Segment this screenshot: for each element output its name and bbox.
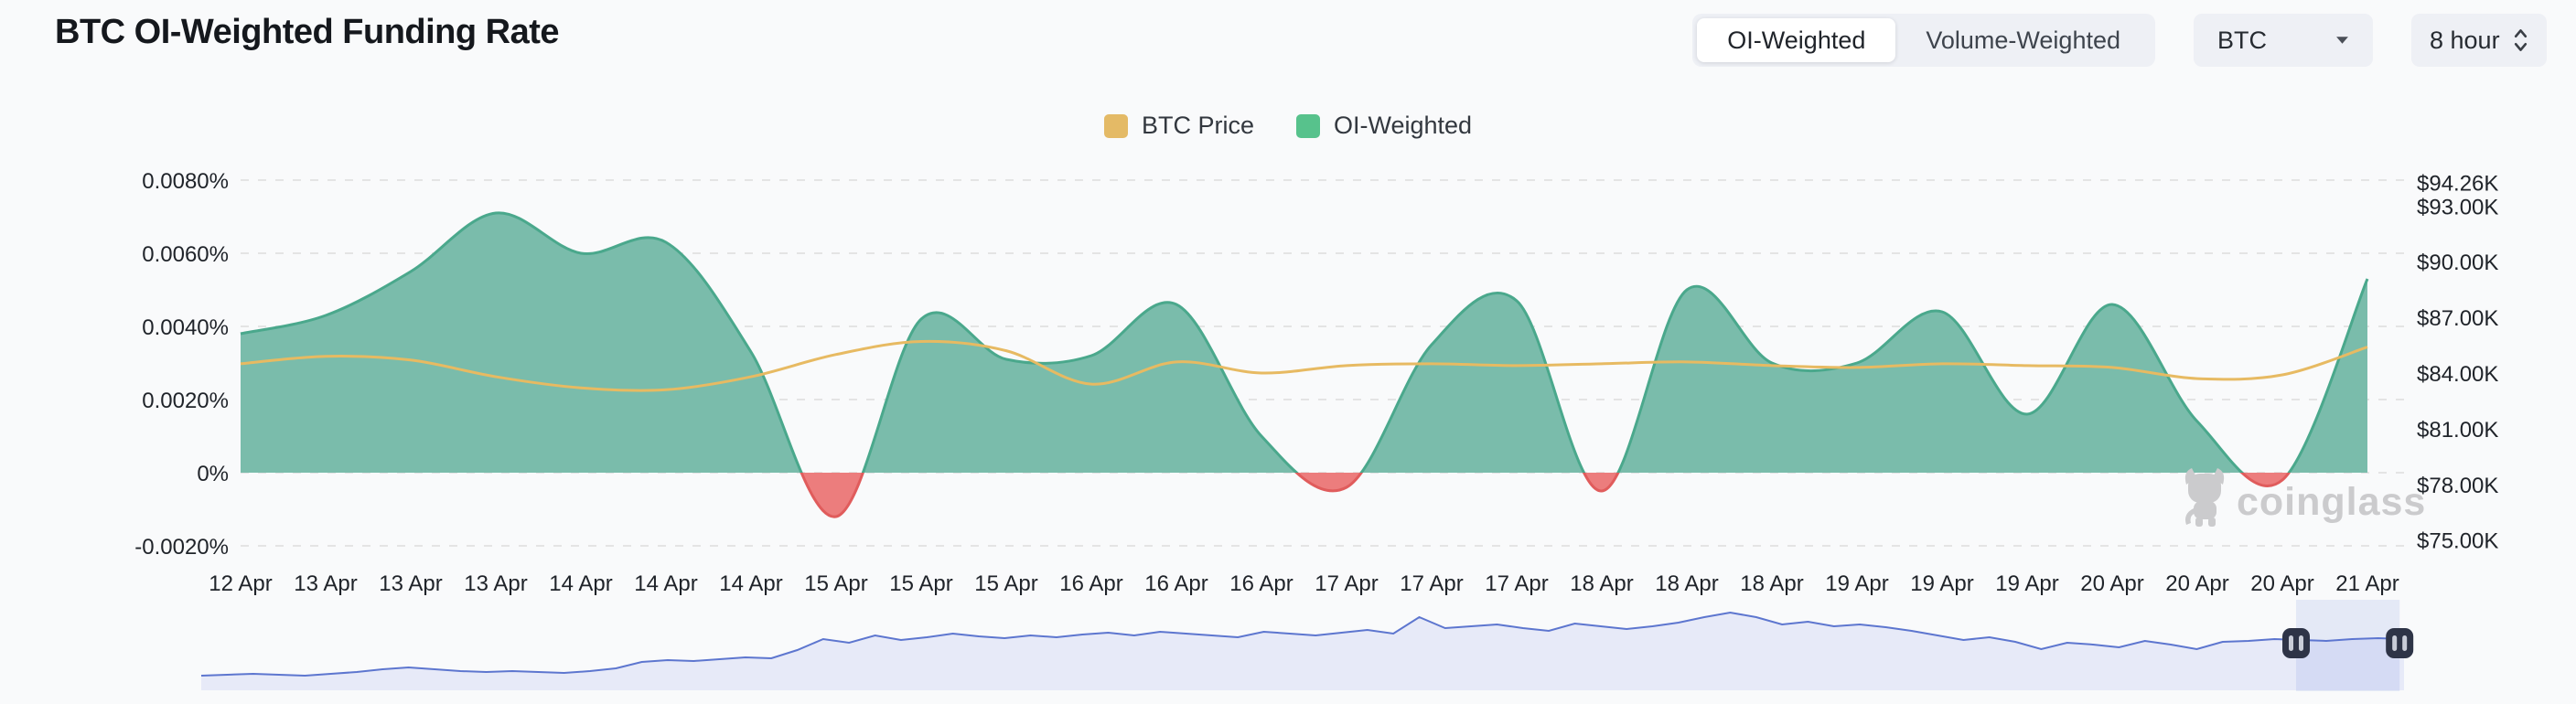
left-axis-label: 0.0080% [142, 169, 229, 194]
x-axis-label: 15 Apr [974, 571, 1037, 596]
funding-area-positive [241, 212, 2367, 473]
x-axis-label: 18 Apr [1740, 571, 1803, 596]
x-axis-label: 16 Apr [1144, 571, 1208, 596]
right-axis-label: $94.26K [2417, 172, 2498, 197]
btc-price-line[interactable] [240, 339, 2368, 392]
symbol-select[interactable]: BTC [2194, 14, 2373, 67]
x-axis-label: 12 Apr [209, 571, 272, 596]
header-controls: OI-Weighted Volume-Weighted BTC 8 hour [1692, 14, 2547, 67]
x-axis-label: 13 Apr [379, 571, 442, 596]
weighting-toggle: OI-Weighted Volume-Weighted [1692, 14, 2155, 67]
symbol-select-value: BTC [2217, 26, 2267, 54]
left-axis-label: 0% [197, 462, 229, 486]
funding-line-negative [800, 473, 2291, 518]
interval-select[interactable]: 8 hour [2411, 14, 2547, 67]
x-axis-label: 20 Apr [2250, 571, 2313, 596]
x-axis-label: 14 Apr [719, 571, 782, 596]
x-axis-label: 14 Apr [549, 571, 612, 596]
tab-volume-weighted[interactable]: Volume-Weighted [1895, 18, 2151, 62]
btc-price-swatch [1103, 113, 1128, 138]
left-axis-label: 0.0020% [142, 389, 229, 413]
x-axis-label: 13 Apr [464, 571, 527, 596]
tab-oi-weighted[interactable]: OI-Weighted [1697, 18, 1896, 62]
right-axis-label: $75.00K [2417, 529, 2498, 554]
x-axis-label: 16 Apr [1229, 571, 1293, 596]
x-axis-label: 17 Apr [1400, 571, 1463, 596]
interval-select-value: 8 hour [2430, 26, 2500, 54]
page-title: BTC OI-Weighted Funding Rate [55, 13, 560, 51]
x-axis-label: 14 Apr [634, 571, 697, 596]
x-axis-label: 19 Apr [1995, 571, 2058, 596]
x-axis-label: 20 Apr [2165, 571, 2228, 596]
navigator-handle[interactable] [2386, 628, 2414, 658]
right-axis-label: $81.00K [2417, 418, 2498, 443]
right-axis-label: $78.00K [2417, 474, 2498, 498]
left-axis-label: 0.0060% [142, 242, 229, 267]
left-axis-label: 0.0040% [142, 315, 229, 340]
navigator-window[interactable] [2296, 600, 2400, 691]
x-axis-label: 20 Apr [2080, 571, 2143, 596]
pause-bars-icon [2289, 635, 2294, 651]
navigator-handle[interactable] [2282, 628, 2311, 658]
legend-label-oi-weighted: OI-Weighted [1333, 112, 1473, 139]
right-axis-label: $84.00K [2417, 362, 2498, 387]
x-axis-label: 19 Apr [1910, 571, 1973, 596]
x-axis-label: 15 Apr [804, 571, 867, 596]
x-axis-label: 13 Apr [294, 571, 357, 596]
coinglass-bull-icon [2184, 468, 2225, 527]
watermark-text: coinglass [2237, 480, 2426, 524]
range-navigator[interactable] [200, 600, 2414, 691]
x-axis-label: 16 Apr [1059, 571, 1122, 596]
spinner-arrows-icon [2514, 29, 2528, 51]
funding-rate-series[interactable] [240, 211, 2369, 518]
coinglass-watermark: coinglass [2184, 468, 2426, 527]
right-axis-label: $93.00K [2417, 195, 2498, 219]
x-axis-label: 17 Apr [1315, 571, 1378, 596]
right-axis-label: $90.00K [2417, 251, 2498, 275]
right-axis-label: $87.00K [2417, 306, 2498, 331]
x-axis-label: 21 Apr [2335, 571, 2399, 596]
navigator-line [200, 611, 2405, 677]
x-axis-label: 17 Apr [1485, 571, 1548, 596]
legend-label-btc-price: BTC Price [1141, 112, 1254, 139]
left-axis-label: -0.0020% [134, 535, 229, 560]
x-axis-label: 15 Apr [889, 571, 952, 596]
x-axis-label: 19 Apr [1825, 571, 1888, 596]
funding-line-positive [240, 211, 2369, 473]
pause-bars-icon [2392, 635, 2398, 651]
legend-item-oi-weighted[interactable]: OI-Weighted [1295, 112, 1473, 140]
chart-legend: BTC Price OI-Weighted [0, 112, 2576, 140]
x-axis-label: 18 Apr [1655, 571, 1718, 596]
x-axis-label: 18 Apr [1570, 571, 1633, 596]
oi-weighted-swatch [1295, 113, 1320, 138]
caret-down-icon [2336, 37, 2348, 44]
navigator-area [201, 613, 2404, 690]
legend-item-btc-price[interactable]: BTC Price [1103, 112, 1254, 140]
